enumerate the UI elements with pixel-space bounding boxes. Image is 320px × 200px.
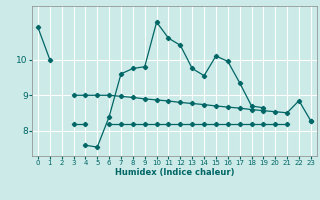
X-axis label: Humidex (Indice chaleur): Humidex (Indice chaleur): [115, 168, 234, 177]
